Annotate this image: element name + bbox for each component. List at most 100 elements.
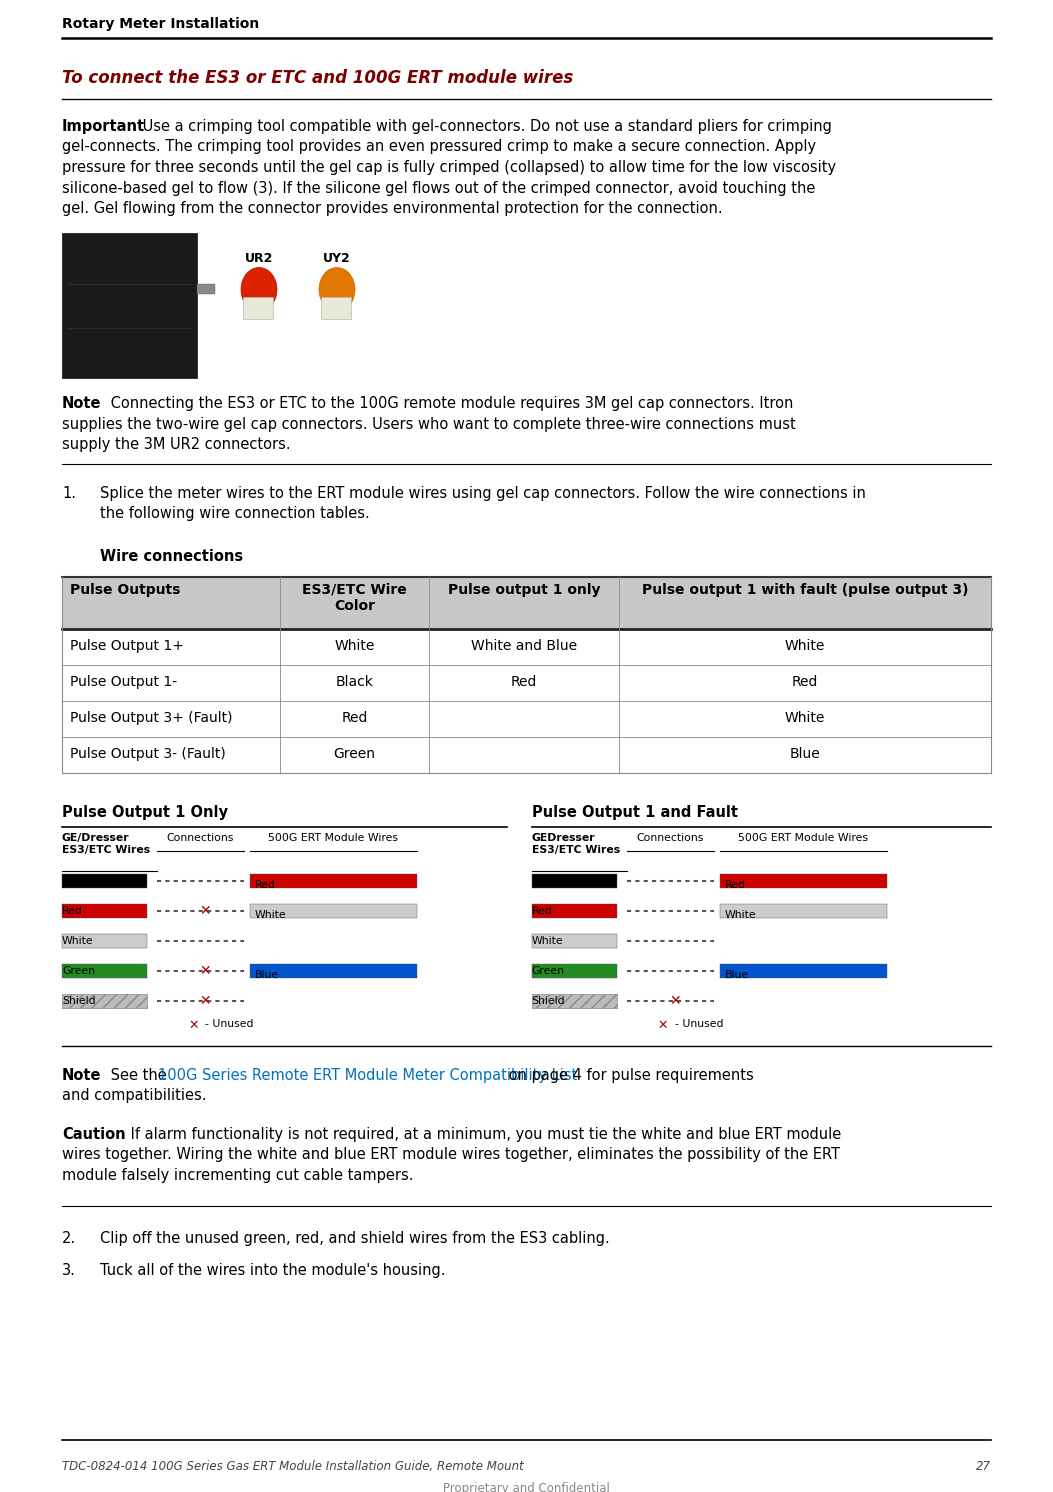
Text: ✕: ✕	[200, 904, 212, 918]
Text: Use a crimping tool compatible with gel-connectors. Do not use a standard pliers: Use a crimping tool compatible with gel-…	[138, 119, 832, 134]
Text: Tuck all of the wires into the module's housing.: Tuck all of the wires into the module's …	[100, 1264, 445, 1279]
Text: Black: Black	[62, 876, 92, 886]
Text: GE/Dresser
ES3/ETC Wires: GE/Dresser ES3/ETC Wires	[62, 833, 151, 855]
Text: - Unused: - Unused	[205, 1019, 254, 1029]
Text: UY2: UY2	[323, 252, 351, 264]
Text: supply the 3M UR2 connectors.: supply the 3M UR2 connectors.	[62, 437, 291, 452]
Bar	[243, 297, 273, 319]
Text: Red: Red	[62, 906, 83, 916]
Text: Connecting the ES3 or ETC to the 100G remote module requires 3M gel cap connecto: Connecting the ES3 or ETC to the 100G re…	[106, 397, 793, 412]
Bar	[532, 874, 616, 888]
Bar	[532, 964, 616, 977]
Bar	[62, 701, 991, 737]
Text: Red: Red	[724, 880, 746, 891]
Text: Proprietary and Confidential: Proprietary and Confidential	[443, 1482, 610, 1492]
Bar	[62, 665, 991, 701]
Text: Pulse Outputs: Pulse Outputs	[69, 583, 180, 597]
Text: Important: Important	[62, 119, 145, 134]
Bar	[62, 904, 147, 918]
Bar	[250, 964, 417, 977]
Text: Red: Red	[532, 906, 553, 916]
Text: Red: Red	[255, 880, 276, 891]
Ellipse shape	[319, 267, 355, 312]
Text: 2.: 2.	[62, 1231, 76, 1246]
Text: Connections: Connections	[636, 833, 703, 843]
Bar	[62, 994, 147, 1009]
Text: Pulse output 1 with fault (pulse output 3): Pulse output 1 with fault (pulse output …	[642, 583, 969, 597]
Bar	[321, 297, 351, 319]
Text: on page 4 for pulse requirements: on page 4 for pulse requirements	[503, 1068, 754, 1083]
Text: Blue: Blue	[724, 970, 749, 980]
Text: Shield: Shield	[62, 997, 96, 1006]
Text: Pulse Output 1 and Fault: Pulse Output 1 and Fault	[532, 806, 737, 821]
Text: 3.: 3.	[62, 1264, 76, 1279]
Text: White and Blue: White and Blue	[471, 639, 577, 653]
Text: Note: Note	[62, 397, 101, 412]
Text: White: White	[786, 712, 826, 725]
Bar	[197, 283, 215, 294]
Ellipse shape	[241, 267, 277, 312]
Bar	[250, 874, 417, 888]
Text: ✕: ✕	[188, 1019, 199, 1032]
Text: Pulse Output 1-: Pulse Output 1-	[69, 674, 177, 689]
Text: silicone-based gel to flow (3). If the silicone gel flows out of the crimped con: silicone-based gel to flow (3). If the s…	[62, 181, 815, 195]
Text: supplies the two-wire gel cap connectors. Users who want to complete three-wire : supplies the two-wire gel cap connectors…	[62, 416, 796, 433]
Text: Green: Green	[532, 965, 564, 976]
Text: Blue: Blue	[790, 747, 820, 761]
Text: 27: 27	[976, 1461, 991, 1473]
Text: 1.: 1.	[62, 486, 76, 501]
Bar	[532, 934, 616, 947]
Text: White: White	[255, 910, 286, 921]
Text: 500G ERT Module Wires: 500G ERT Module Wires	[269, 833, 398, 843]
Text: Connections: Connections	[166, 833, 234, 843]
Text: Caution: Caution	[62, 1126, 125, 1141]
Bar	[719, 964, 887, 977]
Text: Red: Red	[511, 674, 537, 689]
Text: To connect the ES3 or ETC and 100G ERT module wires: To connect the ES3 or ETC and 100G ERT m…	[62, 69, 573, 87]
Bar	[532, 904, 616, 918]
Text: Pulse Output 3+ (Fault): Pulse Output 3+ (Fault)	[69, 712, 233, 725]
Bar	[62, 234, 197, 379]
Bar	[250, 904, 417, 918]
Text: Blue: Blue	[255, 970, 279, 980]
Text: TDC-0824-014 100G Series Gas ERT Module Installation Guide, Remote Mount: TDC-0824-014 100G Series Gas ERT Module …	[62, 1461, 523, 1473]
Text: ✕: ✕	[200, 964, 212, 977]
Bar	[62, 874, 147, 888]
Text: See the: See the	[106, 1068, 172, 1083]
Text: Rotary Meter Installation: Rotary Meter Installation	[62, 16, 259, 31]
Text: Green: Green	[62, 965, 95, 976]
Text: Clip off the unused green, red, and shield wires from the ES3 cabling.: Clip off the unused green, red, and shie…	[100, 1231, 610, 1246]
Text: UR2: UR2	[245, 252, 274, 264]
Bar	[62, 737, 991, 773]
Bar	[62, 577, 991, 630]
Text: module falsely incrementing cut cable tampers.: module falsely incrementing cut cable ta…	[62, 1168, 414, 1183]
Text: gel. Gel flowing from the connector provides environmental protection for the co: gel. Gel flowing from the connector prov…	[62, 201, 722, 216]
Text: and compatibilities.: and compatibilities.	[62, 1089, 206, 1104]
Bar	[719, 874, 887, 888]
Text: Red: Red	[341, 712, 367, 725]
Bar	[62, 964, 147, 977]
Text: White: White	[335, 639, 375, 653]
Text: Green: Green	[334, 747, 376, 761]
Text: Note: Note	[62, 1068, 101, 1083]
Bar	[62, 934, 147, 947]
Text: ✕: ✕	[658, 1019, 669, 1032]
Bar	[532, 994, 616, 1009]
Text: ES3/ETC Wire
Color: ES3/ETC Wire Color	[302, 583, 408, 613]
Text: ✕: ✕	[670, 994, 681, 1009]
Text: White: White	[62, 935, 94, 946]
Bar	[719, 904, 887, 918]
Text: Pulse output 1 only: Pulse output 1 only	[448, 583, 600, 597]
Text: If alarm functionality is not required, at a minimum, you must tie the white and: If alarm functionality is not required, …	[126, 1126, 841, 1141]
Text: GEDresser
ES3/ETC Wires: GEDresser ES3/ETC Wires	[532, 833, 619, 855]
Text: 500G ERT Module Wires: 500G ERT Module Wires	[738, 833, 868, 843]
Text: White: White	[532, 935, 563, 946]
Text: White: White	[786, 639, 826, 653]
Text: pressure for three seconds until the gel cap is fully crimped (collapsed) to all: pressure for three seconds until the gel…	[62, 160, 836, 175]
Text: Shield: Shield	[532, 997, 565, 1006]
Text: Pulse Output 1+: Pulse Output 1+	[69, 639, 184, 653]
Text: Black: Black	[532, 876, 561, 886]
Bar	[62, 630, 991, 665]
Text: ✕: ✕	[200, 994, 212, 1009]
Text: wires together. Wiring the white and blue ERT module wires together, eliminates : wires together. Wiring the white and blu…	[62, 1147, 840, 1162]
